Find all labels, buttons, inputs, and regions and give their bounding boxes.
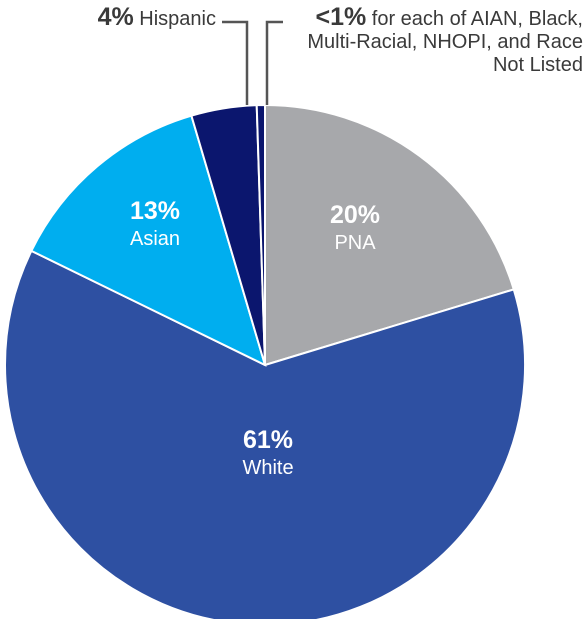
pie-slice	[4, 249, 526, 619]
slice-name: for each of AIAN, Black, Multi-Racial, N…	[307, 8, 583, 76]
external-label: <1% for each of AIAN, Black, Multi-Racia…	[286, 3, 583, 77]
external-label: 4% Hispanic	[40, 3, 216, 31]
slice-label: 61% White	[213, 425, 323, 481]
pie-slice	[30, 114, 267, 367]
leader-line	[222, 20, 249, 105]
slice-name: Hispanic	[139, 8, 216, 30]
pie-slice	[255, 103, 266, 366]
slices	[4, 103, 526, 619]
leader-line	[265, 20, 283, 105]
slice-name: Asian	[129, 228, 181, 250]
slice-percent: 13%	[129, 197, 181, 225]
slice-percent: <1%	[315, 3, 367, 31]
slice-percent: 4%	[97, 3, 134, 31]
slice-percent: 61%	[242, 426, 294, 454]
slice-name: White	[242, 457, 294, 479]
slice-label: 13% Asian	[100, 196, 210, 252]
slice-name: PNA	[334, 232, 376, 254]
pie-slice	[264, 103, 516, 367]
slice-label: 20% PNA	[300, 200, 410, 256]
slice-percent: 20%	[329, 201, 381, 229]
